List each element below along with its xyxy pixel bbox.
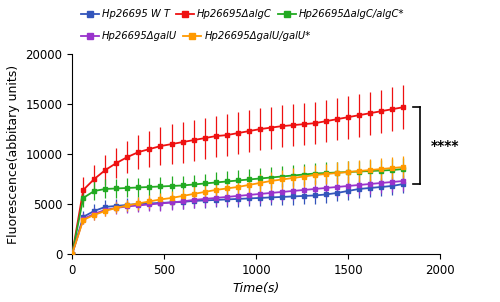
X-axis label: Time(s): Time(s) xyxy=(232,282,280,295)
Y-axis label: Fluorescence(abbitary units): Fluorescence(abbitary units) xyxy=(7,65,20,244)
Text: ****: **** xyxy=(431,139,460,153)
Legend: Hp26695ΔgalU, Hp26695ΔgalU/galU*: Hp26695ΔgalU, Hp26695ΔgalU/galU* xyxy=(77,27,314,45)
